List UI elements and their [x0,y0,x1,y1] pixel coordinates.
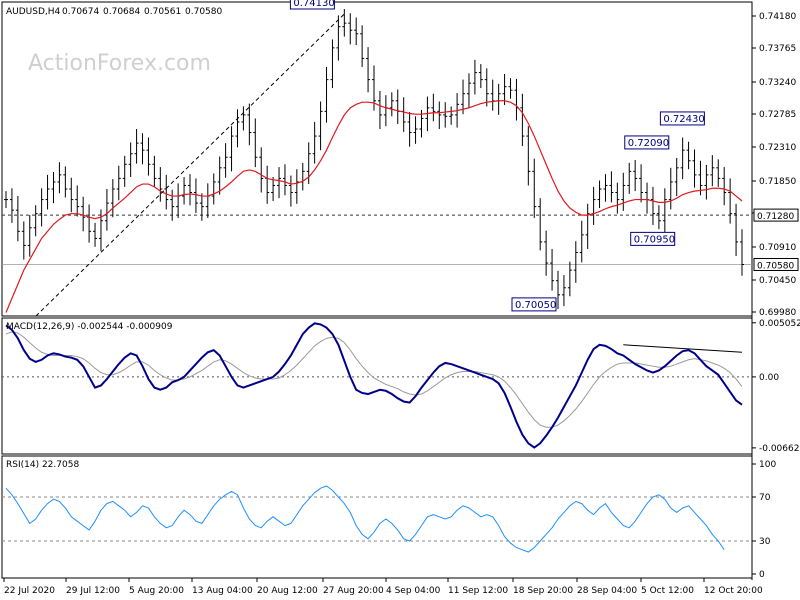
ohlc-high: 0.70684 [103,7,140,17]
rsi-tick-label: 70 [759,493,771,503]
macd-signal-line [5,331,743,428]
rsi-tick-label: 0 [759,570,765,580]
price-tick-label: 0.72310 [759,143,796,153]
current-price-text: 0.70580 [757,261,794,271]
price-tick-label: 0.72785 [759,110,796,120]
x-tick-label: 28 Sep 04:00 [577,586,637,596]
price-tick-label: 0.71850 [759,177,796,187]
ohlc-open: 0.70674 [62,7,99,17]
price-annotation-box [624,135,670,150]
x-tick-label: 5 Aug 20:00 [129,586,184,596]
price-tick-label: 0.70910 [759,243,796,253]
price-tick-label: 0.74180 [759,12,796,22]
macd-tick-label: 0.005052 [759,319,800,329]
ohlc-low: 0.70561 [144,7,181,17]
price-annotation-box [511,297,557,312]
current-price-tag [753,257,799,271]
price-tick-label: 0.73240 [759,78,796,88]
watermark: ActionForex.com [28,51,211,76]
macd-title: MACD(12,26,9) -0.002544 -0.000909 [6,322,173,332]
price-tick-label: 0.69980 [759,308,796,318]
moving-average-line [5,100,743,313]
x-tick-label: 11 Sep 12:00 [448,586,508,596]
rsi-line [5,485,725,553]
reference-price-tag [753,208,799,222]
macd-line [5,322,743,449]
macd-divergence-line [623,344,743,353]
rsi-tick-label: 100 [759,460,776,470]
price-annotation: 0.72430 [663,114,704,125]
x-tick-label: 18 Sep 20:00 [513,586,573,596]
x-tick-label: 12 Oct 20:00 [704,586,763,596]
x-tick-label: 27 Aug 20:00 [323,586,384,596]
x-tick-label: 20 Aug 12:00 [257,586,318,596]
price-annotation: 0.70950 [634,234,675,245]
price-annotation: 0.70050 [515,300,556,311]
price-tick-label: 0.73765 [759,44,796,54]
price-annotation: 0.74130 [293,0,334,9]
price-tick-label: 0.70450 [759,276,796,286]
rsi-tick-label: 30 [759,537,771,547]
trend-line [35,13,345,317]
reference-price-text: 0.71280 [757,212,794,222]
rsi-title: RSI(14) 22.7058 [6,460,79,470]
x-tick-label: 22 Jul 2020 [4,586,55,596]
macd-tick-label: -0.006629 [759,444,800,454]
macd-tick-label: 0.00 [759,373,779,383]
price-annotation-box [659,111,705,126]
x-tick-label: 13 Aug 04:00 [192,586,253,596]
x-tick-label: 4 Sep 04:00 [386,586,441,596]
x-tick-label: 29 Jul 12:00 [66,586,120,596]
symbol-label: AUDUSD,H4 [6,7,61,17]
price-annotation-box [289,0,335,10]
x-tick-label: 5 Oct 12:00 [641,586,694,596]
price-annotation: 0.72090 [628,138,669,149]
price-annotation-box [630,231,676,246]
ohlc-close: 0.70580 [185,7,222,17]
